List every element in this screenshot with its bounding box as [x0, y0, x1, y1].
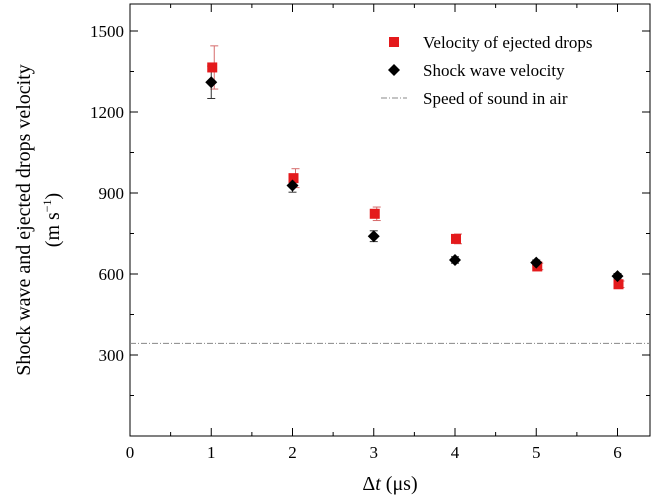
- x-tick-label: 3: [370, 443, 379, 462]
- ejected-drops-point: [207, 62, 218, 73]
- x-axis-title: Δt (μs): [362, 473, 417, 495]
- error-bars-layer: [207, 45, 625, 288]
- shock-wave-point: [449, 253, 461, 266]
- y-tick-label: 1200: [90, 103, 124, 122]
- x-tick-label: 4: [451, 443, 460, 462]
- shock-wave-point: [530, 256, 543, 269]
- legend-label-speed-of-sound: Speed of sound in air: [423, 89, 568, 108]
- y-axis-title: Shock wave and ejected drops velocity (m…: [13, 64, 64, 376]
- y-tick-label: 900: [99, 184, 125, 203]
- y-tick-label: 600: [99, 265, 125, 284]
- y-tick-label: 300: [99, 346, 125, 365]
- x-tick-label: 6: [613, 443, 622, 462]
- plot-area-frame: [129, 3, 651, 437]
- legend-marker-shock-wave: [388, 64, 400, 76]
- legend-label-shock-wave: Shock wave velocity: [423, 61, 565, 80]
- y-axis-title-line2: (m s−1): [40, 193, 64, 247]
- ejected-drops-point: [369, 208, 380, 219]
- legend-marker-ejected-drops: [389, 37, 399, 47]
- markers-layer: [205, 62, 624, 290]
- x-tick-label: 0: [126, 443, 135, 462]
- ejected-drops-point: [613, 279, 624, 290]
- y-axis-title-line1: Shock wave and ejected drops velocity: [13, 64, 35, 376]
- shock-wave-point: [286, 179, 299, 192]
- tick-labels: 0 1 2 3 4 5 6 300 600 900 1200 1500: [90, 22, 622, 462]
- legend-label-ejected-drops: Velocity of ejected drops: [423, 33, 592, 52]
- axis-ticks: [129, 4, 650, 437]
- y-tick-label: 1500: [90, 22, 124, 41]
- shock-wave-point: [611, 270, 624, 283]
- shock-wave-point: [367, 230, 380, 243]
- x-tick-label: 5: [532, 443, 541, 462]
- legend: Velocity of ejected drops Shock wave vel…: [381, 33, 592, 108]
- ejected-drops-point: [451, 233, 461, 244]
- ejected-drops-point: [288, 173, 299, 184]
- shock-wave-point: [205, 76, 218, 89]
- x-tick-label: 1: [207, 443, 216, 462]
- x-tick-label: 2: [288, 443, 297, 462]
